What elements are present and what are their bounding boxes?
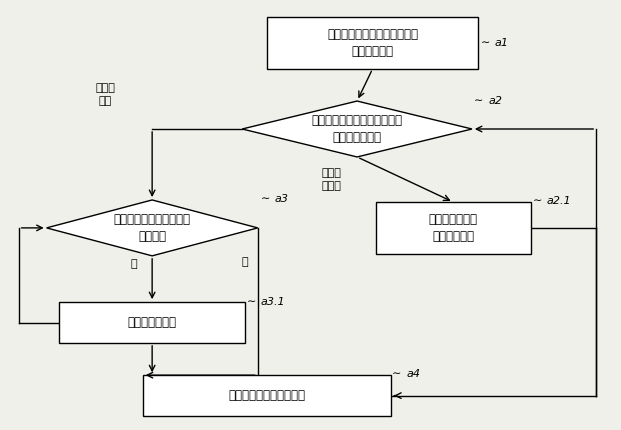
Text: a2: a2 — [488, 95, 502, 106]
Text: a3.1: a3.1 — [261, 297, 286, 307]
Text: a1: a1 — [495, 38, 509, 48]
Text: ∼: ∼ — [261, 194, 274, 204]
Text: 移动终端编写远程控制指令发
送至智能马桶: 移动终端编写远程控制指令发 送至智能马桶 — [327, 28, 418, 58]
Polygon shape — [47, 200, 258, 256]
FancyBboxPatch shape — [376, 202, 531, 254]
Polygon shape — [242, 101, 472, 157]
FancyBboxPatch shape — [59, 302, 245, 343]
Text: 运作计
划表: 运作计 划表 — [96, 83, 116, 106]
Text: 控制除臭机构启动或停止: 控制除臭机构启动或停止 — [229, 389, 306, 402]
Text: 远程控制指令包含运作计划表
或即时运行指令: 远程控制指令包含运作计划表 或即时运行指令 — [312, 114, 402, 144]
Text: 是否到达运作计划表中的
运行时间: 是否到达运作计划表中的 运行时间 — [114, 213, 191, 243]
Text: 不启动除臭机构: 不启动除臭机构 — [128, 316, 176, 329]
Text: ∼: ∼ — [392, 369, 406, 379]
Text: 即时控制除臭机
构启动或停止: 即时控制除臭机 构启动或停止 — [429, 213, 478, 243]
Text: a4: a4 — [406, 369, 420, 379]
Text: 即时运
行指令: 即时运 行指令 — [321, 168, 341, 191]
FancyBboxPatch shape — [267, 17, 478, 69]
Text: 是: 是 — [242, 257, 248, 267]
Text: ∼: ∼ — [247, 297, 260, 307]
Text: ∼: ∼ — [533, 196, 546, 206]
Text: ∼: ∼ — [474, 95, 487, 106]
Text: a2.1: a2.1 — [546, 196, 571, 206]
Text: a3: a3 — [274, 194, 289, 204]
FancyBboxPatch shape — [143, 375, 391, 416]
Text: ∼: ∼ — [481, 38, 494, 48]
Text: 否: 否 — [130, 259, 137, 270]
